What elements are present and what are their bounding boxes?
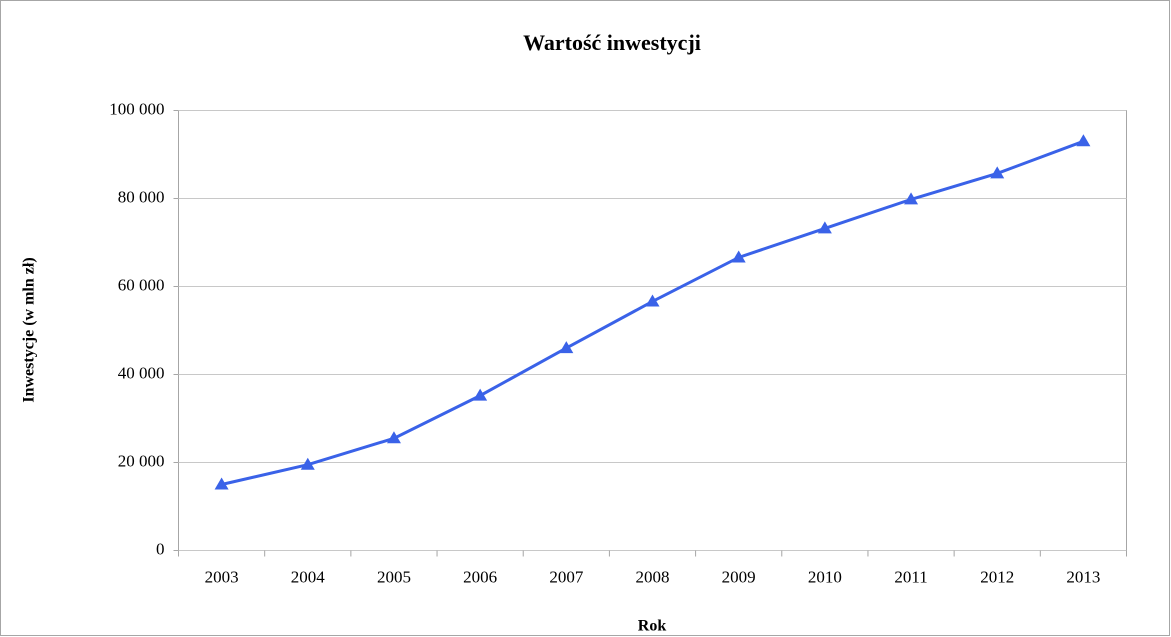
x-tick-label: 2008 — [636, 567, 670, 586]
x-tick-label: 2006 — [463, 567, 497, 586]
x-tick-label: 2003 — [205, 567, 239, 586]
x-tick-label: 2007 — [549, 567, 584, 586]
y-tick-label: 60 000 — [118, 275, 165, 294]
x-tick-label: 2009 — [722, 567, 756, 586]
chart-title: Wartość inwestycji — [523, 30, 701, 55]
marker — [559, 341, 574, 354]
marker — [645, 294, 660, 307]
y-tick-label: 100 000 — [109, 99, 164, 118]
marker — [386, 431, 401, 444]
marker — [1076, 134, 1091, 147]
x-tick-label: 2012 — [980, 567, 1014, 586]
y-tick-label: 80 000 — [118, 187, 165, 206]
marker — [214, 477, 229, 490]
y-axis-title: Inwestycje (w mln zł) — [21, 257, 38, 402]
marker — [300, 457, 315, 470]
x-tick-label: 2011 — [894, 567, 927, 586]
x-tick-label: 2005 — [377, 567, 411, 586]
y-tick-label: 0 — [156, 539, 165, 558]
marker — [904, 192, 919, 205]
marker — [473, 388, 488, 401]
y-tick-label: 40 000 — [118, 363, 165, 382]
x-axis-title: Rok — [638, 618, 667, 635]
y-tick-label: 20 000 — [118, 451, 165, 470]
marker — [731, 250, 746, 263]
x-tick-label: 2013 — [1066, 567, 1100, 586]
marker — [990, 166, 1005, 179]
x-tick-label: 2004 — [291, 567, 326, 586]
x-tick-label: 2010 — [808, 567, 842, 586]
marker — [817, 221, 832, 234]
